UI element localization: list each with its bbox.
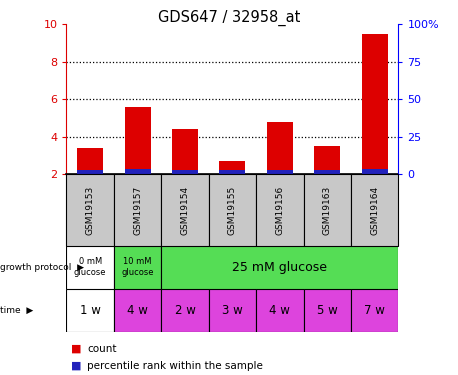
Text: 2 w: 2 w [174, 304, 196, 317]
Text: ■: ■ [71, 361, 82, 370]
Text: 0 mM
glucose: 0 mM glucose [74, 258, 106, 277]
Bar [114, 289, 161, 332]
Bar [172, 129, 198, 174]
Bar [314, 146, 340, 174]
Bar [209, 174, 256, 246]
Text: count: count [87, 344, 116, 354]
Text: 5 w: 5 w [317, 304, 338, 317]
Bar [77, 148, 103, 174]
Bar [351, 289, 398, 332]
Text: GSM19157: GSM19157 [133, 185, 142, 235]
Bar [66, 174, 114, 246]
Text: 4 w: 4 w [269, 304, 290, 317]
Bar [256, 289, 304, 332]
Bar [66, 246, 114, 289]
Bar [219, 161, 245, 174]
Text: percentile rank within the sample: percentile rank within the sample [87, 361, 263, 370]
Text: GSM19156: GSM19156 [275, 185, 284, 235]
Bar [77, 170, 103, 174]
Text: ■: ■ [71, 344, 82, 354]
Bar [125, 169, 151, 174]
Text: 3 w: 3 w [222, 304, 243, 317]
Bar [351, 174, 398, 246]
Text: 25 mM glucose: 25 mM glucose [232, 261, 327, 274]
Bar [304, 289, 351, 332]
Text: 1 w: 1 w [80, 304, 101, 317]
Bar [209, 289, 256, 332]
Bar [267, 122, 293, 174]
Text: 10 mM
glucose: 10 mM glucose [121, 258, 154, 277]
Bar [314, 170, 340, 174]
Text: GSM19164: GSM19164 [370, 186, 379, 235]
Bar [304, 174, 351, 246]
Bar [161, 174, 209, 246]
Bar [172, 170, 198, 174]
Bar [161, 289, 209, 332]
Text: GSM19154: GSM19154 [180, 186, 190, 235]
Text: growth protocol  ▶: growth protocol ▶ [0, 263, 84, 272]
Text: time  ▶: time ▶ [0, 306, 33, 315]
Bar [362, 169, 388, 174]
Bar [362, 34, 388, 174]
Text: GSM19163: GSM19163 [323, 185, 332, 235]
Text: GDS647 / 32958_at: GDS647 / 32958_at [158, 9, 300, 26]
Bar [161, 246, 398, 289]
Bar [125, 107, 151, 174]
Bar [256, 174, 304, 246]
Bar [267, 170, 293, 174]
Bar [219, 170, 245, 174]
Text: 7 w: 7 w [364, 304, 385, 317]
Bar [114, 246, 161, 289]
Text: GSM19155: GSM19155 [228, 185, 237, 235]
Text: GSM19153: GSM19153 [86, 185, 95, 235]
Text: 4 w: 4 w [127, 304, 148, 317]
Bar [114, 174, 161, 246]
Bar [66, 289, 114, 332]
